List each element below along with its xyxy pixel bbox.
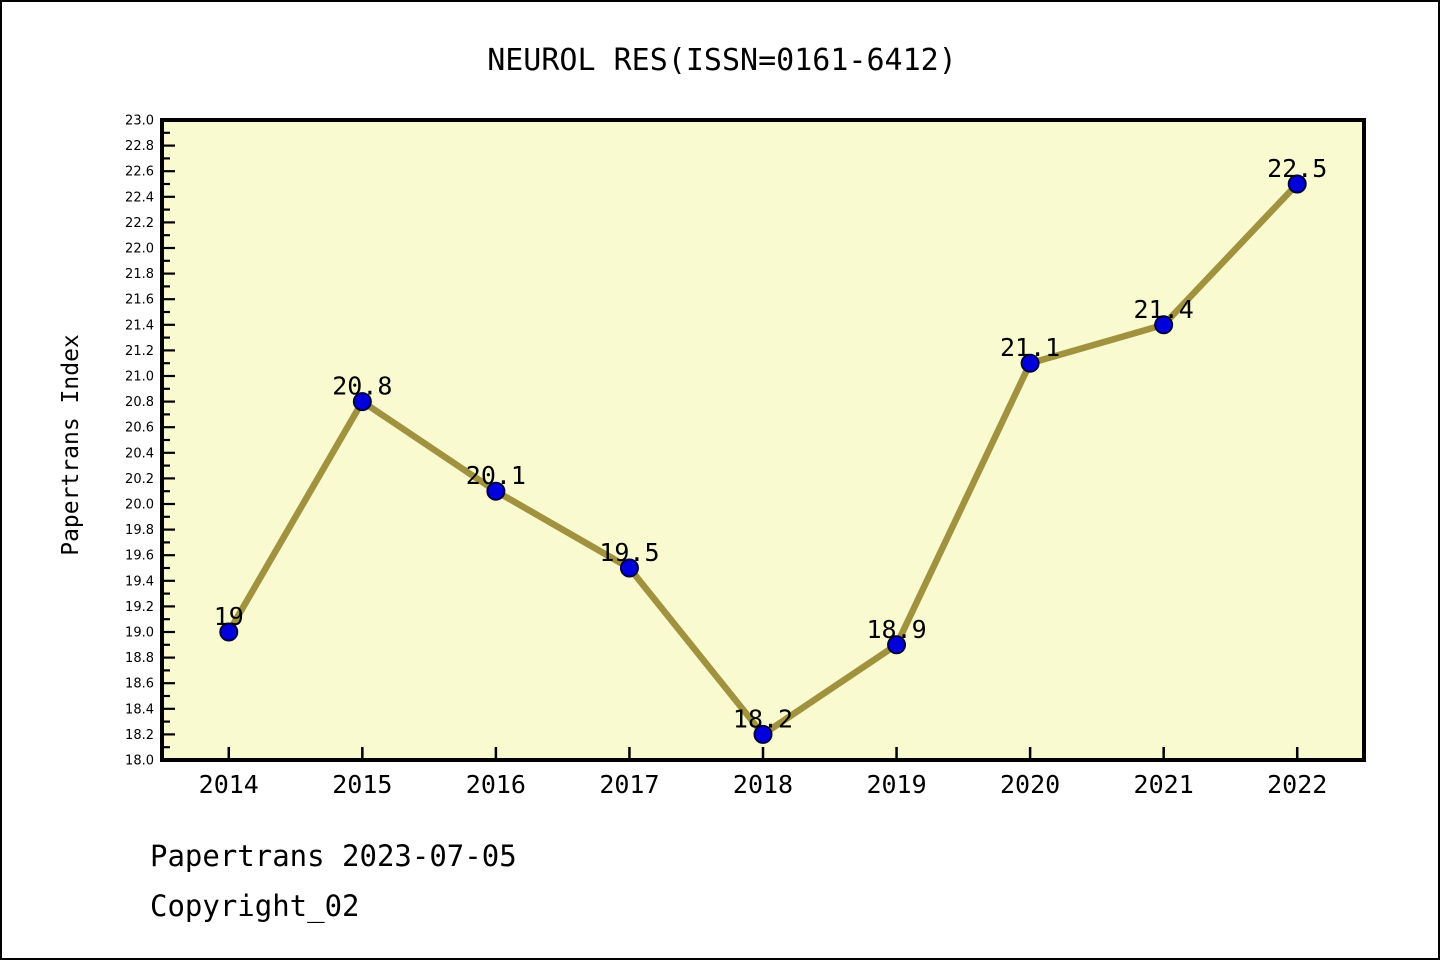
y-tick-label: 18.8: [125, 651, 154, 666]
data-series: [219, 174, 1307, 744]
data-point-label: 21.4: [1134, 295, 1194, 324]
y-tick-label: 18.6: [125, 677, 154, 692]
y-tick-label: 22.4: [125, 190, 154, 205]
data-point-marker: [619, 558, 639, 578]
plot-background: [162, 120, 1364, 760]
x-tick-label: 2022: [1267, 770, 1327, 799]
x-tick-label: 2021: [1134, 770, 1194, 799]
y-tick-label: 20.8: [125, 395, 154, 410]
footer-copyright: Copyright_02: [150, 889, 360, 924]
data-point-label: 18.2: [733, 704, 793, 733]
y-tick-label: 18.4: [125, 702, 154, 717]
y-tick-label: 18.0: [125, 754, 154, 769]
data-point-marker: [219, 622, 239, 642]
data-point-label: 22.5: [1267, 154, 1327, 183]
data-point-labels: 19 20.8 20.1 19.5 18.2 18.9 21.1 21.4 22.5: [214, 154, 1328, 733]
data-point-marker: [887, 635, 907, 655]
data-point-label: 21.1: [1000, 333, 1060, 362]
footer-source-date: Papertrans 2023-07-05: [150, 839, 517, 873]
data-point-label: 20.1: [466, 461, 526, 490]
y-tick-label: 21.0: [125, 370, 154, 385]
x-tick-label: 2016: [466, 770, 526, 799]
chart-title: NEUROL RES(ISSN=0161-6412): [487, 43, 957, 78]
x-tick-label: 2015: [332, 770, 392, 799]
data-point-label: 19: [214, 602, 244, 631]
data-point-marker: [1020, 353, 1040, 373]
y-tick-label: 19.6: [125, 549, 154, 564]
y-tick-label: 21.8: [125, 267, 154, 282]
y-axis-ticks: 18.0 18.2 18.4 18.6 18.8 19.0 19.2 19.4 19.6 19.8…: [125, 114, 175, 769]
y-tick-label: 20.2: [125, 472, 154, 487]
y-tick-label: 21.2: [125, 344, 154, 359]
y-tick-label: 19.4: [125, 574, 154, 589]
y-tick-label: 23.0: [125, 114, 154, 129]
y-tick-label: 21.4: [125, 318, 154, 333]
data-point-label: 18.9: [866, 615, 926, 644]
x-axis-ticks: 2014 2015 2016 2017 2018 2019 2020 2021 2022: [199, 747, 1327, 799]
x-tick-label: 2014: [199, 770, 259, 799]
data-point-label: 19.5: [599, 538, 659, 567]
y-tick-label: 20.6: [125, 421, 154, 436]
x-tick-label: 2020: [1000, 770, 1060, 799]
data-point-marker: [1154, 315, 1174, 335]
plot-frame: [160, 118, 1366, 762]
y-axis-label: Papertrans Index: [58, 334, 84, 556]
data-point-marker: [1287, 174, 1307, 194]
x-tick-label: 2019: [866, 770, 926, 799]
x-tick-label: 2018: [733, 770, 793, 799]
y-tick-label: 20.4: [125, 446, 154, 461]
y-tick-label: 19.8: [125, 523, 154, 538]
y-tick-label: 20.0: [125, 498, 154, 513]
data-point-marker: [486, 481, 506, 501]
data-point-marker: [753, 724, 773, 744]
y-tick-label: 22.0: [125, 242, 154, 257]
data-point-marker: [352, 392, 372, 412]
y-tick-label: 19.0: [125, 626, 154, 641]
y-tick-label: 21.6: [125, 293, 154, 308]
y-tick-label: 22.6: [125, 165, 154, 180]
y-tick-label: 18.2: [125, 728, 154, 743]
y-tick-label: 19.2: [125, 600, 154, 615]
y-tick-label: 22.2: [125, 216, 154, 231]
x-tick-label: 2017: [599, 770, 659, 799]
y-tick-label: 22.8: [125, 139, 154, 154]
data-point-label: 20.8: [332, 372, 392, 401]
